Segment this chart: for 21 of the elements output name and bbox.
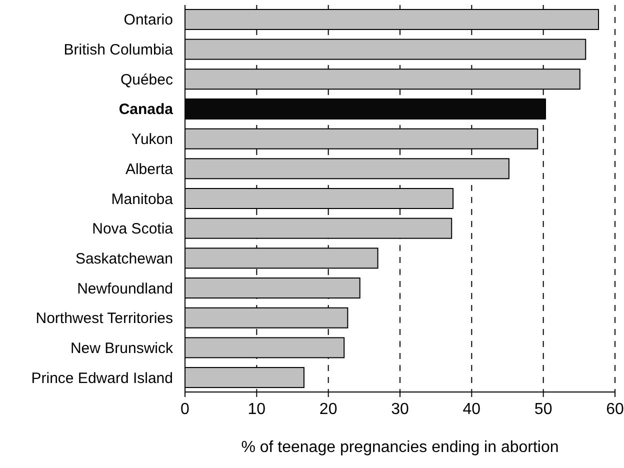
y-tick-label: Manitoba [111, 190, 174, 208]
y-tick-label: Newfoundland [77, 280, 173, 298]
y-tick-label: Ontario [124, 12, 173, 29]
y-tick-label: Canada [118, 101, 174, 118]
x-tick-label: 60 [606, 401, 624, 418]
x-tick-label: 10 [248, 401, 266, 418]
x-tick-label: 40 [462, 401, 481, 418]
y-tick-label: Alberta [125, 160, 174, 178]
y-tick-label: New Brunswick [70, 340, 174, 357]
x-tick-label: 50 [534, 401, 552, 418]
x-tick-label: 30 [391, 401, 409, 418]
y-tick-label: Prince Edward Island [31, 370, 173, 387]
y-tick-label: British Columbia [64, 42, 174, 59]
y-tick-label: Northwest Territories [36, 310, 173, 328]
x-tick-label: 20 [319, 401, 338, 418]
x-axis-title: % of teenage pregnancies ending in abortion [241, 439, 559, 456]
y-tick-label: Saskatchewan [75, 250, 173, 268]
y-tick-label: Québec [120, 71, 174, 88]
y-tick-label: Yukon [131, 131, 173, 148]
y-tick-label: Nova Scotia [92, 220, 174, 238]
x-tick-label: 0 [180, 401, 190, 418]
